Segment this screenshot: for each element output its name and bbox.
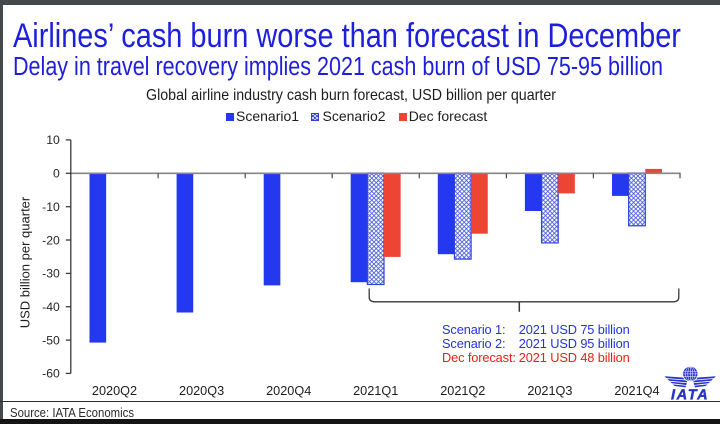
svg-text:-10: -10: [42, 200, 60, 214]
svg-text:IATA: IATA: [671, 387, 709, 403]
svg-text:2020Q2: 2020Q2: [92, 384, 137, 398]
svg-text:2021Q2: 2021Q2: [440, 384, 485, 398]
svg-text:-20: -20: [42, 233, 60, 247]
svg-text:2020Q3: 2020Q3: [179, 384, 224, 398]
svg-text:2021Q4: 2021Q4: [614, 384, 659, 398]
svg-text:2021Q1: 2021Q1: [353, 384, 398, 398]
svg-text:10: 10: [46, 133, 60, 147]
svg-text:2020Q4: 2020Q4: [266, 384, 311, 398]
svg-text:-30: -30: [42, 267, 60, 281]
svg-text:-40: -40: [42, 300, 60, 314]
svg-text:-60: -60: [42, 367, 60, 381]
svg-text:-50: -50: [42, 333, 60, 347]
svg-text:0: 0: [53, 167, 60, 181]
svg-text:2021Q3: 2021Q3: [527, 384, 572, 398]
